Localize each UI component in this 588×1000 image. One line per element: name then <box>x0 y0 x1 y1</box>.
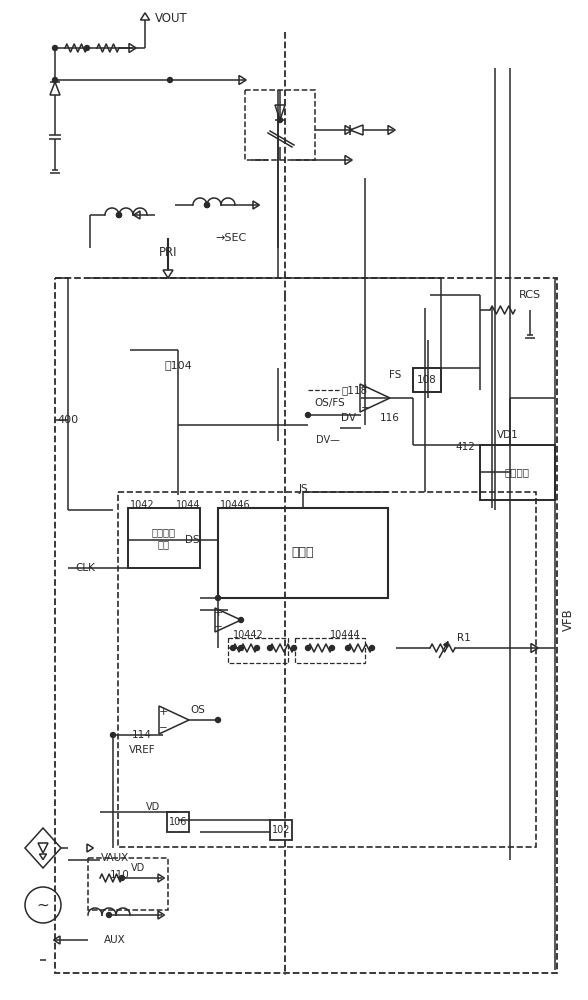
Text: RCS: RCS <box>519 290 541 300</box>
Circle shape <box>346 646 350 650</box>
Text: −: − <box>360 403 369 413</box>
Text: PRI: PRI <box>159 246 177 259</box>
Text: 400: 400 <box>58 415 79 425</box>
Circle shape <box>306 646 310 650</box>
Text: 108: 108 <box>417 375 437 385</box>
Bar <box>228 638 288 663</box>
Bar <box>128 508 200 568</box>
Text: 110: 110 <box>110 870 130 880</box>
Text: 106: 106 <box>169 817 187 827</box>
Text: VD1: VD1 <box>497 430 519 440</box>
Text: OS: OS <box>190 705 205 715</box>
Text: 114: 114 <box>132 730 152 740</box>
Circle shape <box>168 78 172 83</box>
Bar <box>413 368 441 392</box>
Text: 10442: 10442 <box>233 630 263 640</box>
Circle shape <box>255 646 259 650</box>
Text: 412: 412 <box>455 442 475 452</box>
Text: OS/FS: OS/FS <box>315 398 345 408</box>
Text: FS: FS <box>389 370 401 380</box>
Text: AUX: AUX <box>104 935 126 945</box>
Text: VOUT: VOUT <box>155 11 188 24</box>
Circle shape <box>278 117 282 122</box>
Bar <box>218 508 388 598</box>
Text: 切换器: 切换器 <box>292 546 314 560</box>
Text: +: + <box>213 608 223 618</box>
Circle shape <box>106 912 112 918</box>
Circle shape <box>215 595 220 600</box>
Circle shape <box>239 646 243 650</box>
Bar <box>55 278 557 973</box>
Text: VFB: VFB <box>562 609 574 631</box>
Text: DS: DS <box>185 535 200 545</box>
Text: DV—: DV— <box>316 435 340 445</box>
Text: −: − <box>159 723 168 733</box>
Circle shape <box>306 412 310 418</box>
Circle shape <box>292 646 296 650</box>
Circle shape <box>116 213 122 218</box>
Text: DV: DV <box>340 413 356 423</box>
Circle shape <box>52 78 58 83</box>
Circle shape <box>230 646 236 650</box>
Circle shape <box>369 646 375 650</box>
Bar <box>167 812 189 832</box>
Circle shape <box>111 732 115 738</box>
Text: 10444: 10444 <box>330 630 360 640</box>
Circle shape <box>215 718 220 722</box>
Text: JS: JS <box>298 484 308 494</box>
Circle shape <box>52 45 58 50</box>
Text: +: + <box>158 707 168 717</box>
Text: 10446: 10446 <box>220 500 250 510</box>
Text: +: + <box>360 383 370 393</box>
Bar <box>88 858 168 910</box>
Text: 102: 102 <box>272 825 290 835</box>
Circle shape <box>85 45 89 50</box>
Circle shape <box>239 617 243 622</box>
Text: →SEC: →SEC <box>215 233 246 243</box>
Text: R1: R1 <box>457 633 471 643</box>
Text: 1044: 1044 <box>175 500 200 510</box>
Text: 116: 116 <box>380 413 400 423</box>
Text: VAUX: VAUX <box>101 853 129 863</box>
Bar <box>118 492 536 847</box>
Bar <box>270 820 292 840</box>
Bar <box>295 638 365 663</box>
Text: VD: VD <box>131 863 145 873</box>
Text: ~: ~ <box>36 898 49 912</box>
Text: VD: VD <box>146 802 160 812</box>
Circle shape <box>116 213 122 218</box>
Circle shape <box>205 202 209 208</box>
Text: ～104: ～104 <box>164 360 192 370</box>
Text: 第一逻辑
单元: 第一逻辑 单元 <box>152 527 176 549</box>
Text: VREF: VREF <box>129 745 155 755</box>
Text: ～118: ～118 <box>342 385 368 395</box>
Text: CLK: CLK <box>75 563 95 573</box>
Bar <box>480 445 555 500</box>
Circle shape <box>268 646 272 650</box>
Text: 逻辑单元: 逻辑单元 <box>505 467 530 477</box>
Circle shape <box>119 876 125 880</box>
Circle shape <box>329 646 335 650</box>
Bar <box>245 90 315 160</box>
Circle shape <box>205 202 209 208</box>
Text: 1042: 1042 <box>130 500 155 510</box>
Text: −: − <box>213 622 222 632</box>
